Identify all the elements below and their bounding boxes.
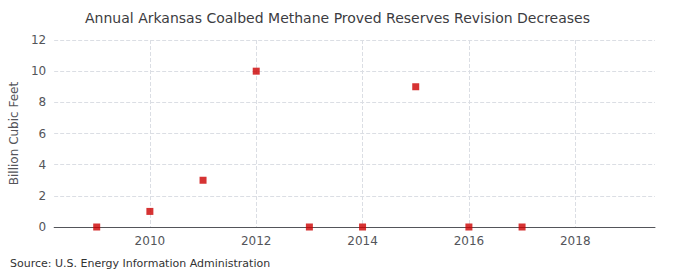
- svg-text:2012: 2012: [241, 234, 272, 248]
- svg-text:Source: U.S. Energy Informatio: Source: U.S. Energy Information Administ…: [10, 257, 270, 270]
- svg-text:2016: 2016: [454, 234, 485, 248]
- svg-text:2010: 2010: [135, 234, 166, 248]
- svg-text:8: 8: [39, 95, 47, 109]
- svg-text:4: 4: [39, 158, 47, 172]
- svg-text:6: 6: [39, 127, 47, 141]
- svg-text:2018: 2018: [560, 234, 591, 248]
- svg-text:Billion Cubic Feet: Billion Cubic Feet: [7, 82, 21, 186]
- svg-text:Annual Arkansas Coalbed Methan: Annual Arkansas Coalbed Methane Proved R…: [85, 10, 590, 26]
- svg-text:12: 12: [31, 33, 46, 47]
- svg-text:2014: 2014: [347, 234, 378, 248]
- svg-text:10: 10: [31, 64, 46, 78]
- svg-text:0: 0: [39, 220, 47, 234]
- svg-text:2: 2: [39, 189, 47, 203]
